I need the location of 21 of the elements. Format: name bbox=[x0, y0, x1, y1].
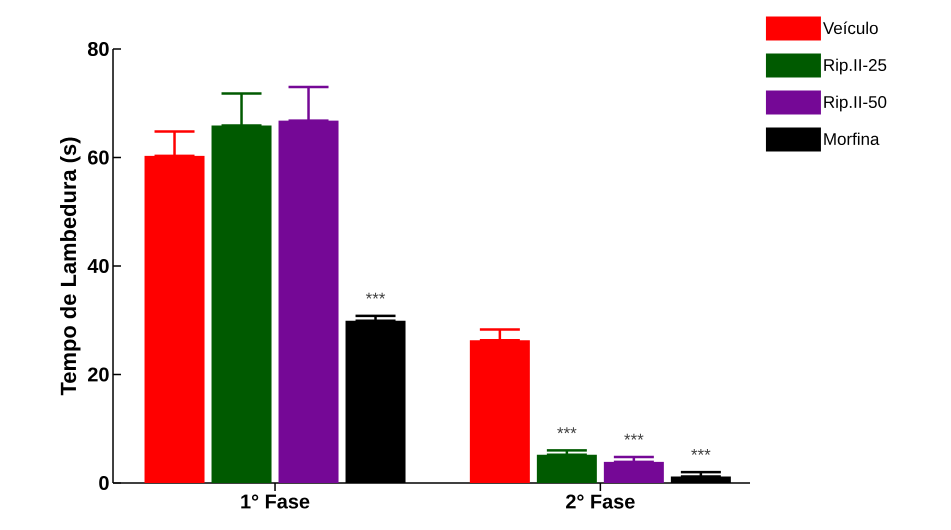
legend-label: Morfina bbox=[824, 132, 880, 146]
x-tick-label: 1° Fase bbox=[241, 494, 310, 509]
data-label: *** bbox=[557, 427, 576, 434]
y-axis-title: Tempo de Lambedura (s) bbox=[60, 138, 80, 396]
data-label: *** bbox=[691, 448, 710, 455]
legend-label: Veículo bbox=[823, 21, 878, 34]
data-label: *** bbox=[366, 292, 386, 299]
x-tick-label: 2° Fase bbox=[566, 494, 635, 509]
bar bbox=[470, 340, 530, 483]
y-tick-label: 0 bbox=[99, 476, 109, 490]
data-label: *** bbox=[624, 434, 644, 440]
bar bbox=[604, 462, 664, 483]
legend-label: Rip.II-50 bbox=[824, 96, 886, 112]
bar bbox=[278, 120, 339, 483]
bar bbox=[212, 125, 272, 483]
y-tick-label: 40 bbox=[88, 258, 109, 274]
legend-label: Rip.II-25 bbox=[824, 58, 886, 74]
bar bbox=[144, 156, 205, 483]
y-tick-label: 20 bbox=[88, 367, 109, 382]
y-tick-label: 60 bbox=[88, 150, 109, 165]
y-tick-label: 80 bbox=[88, 42, 109, 56]
